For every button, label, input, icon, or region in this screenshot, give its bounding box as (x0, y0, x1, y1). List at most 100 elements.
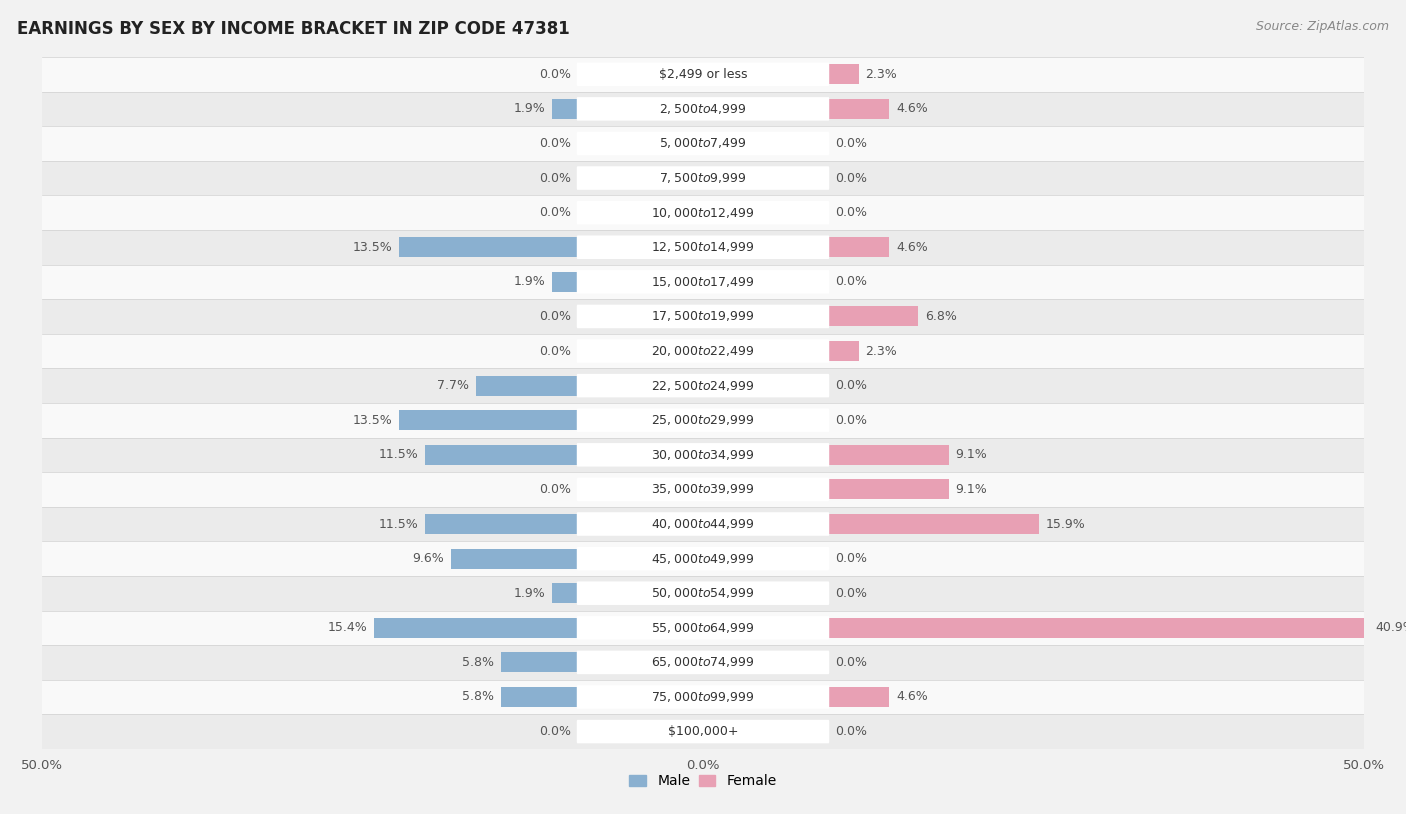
Text: EARNINGS BY SEX BY INCOME BRACKET IN ZIP CODE 47381: EARNINGS BY SEX BY INCOME BRACKET IN ZIP… (17, 20, 569, 38)
Text: 0.0%: 0.0% (538, 172, 571, 185)
Text: 0.0%: 0.0% (835, 275, 868, 288)
FancyBboxPatch shape (576, 616, 830, 640)
Text: 11.5%: 11.5% (380, 518, 419, 531)
Bar (42, 230, 1364, 265)
Text: 40.9%: 40.9% (1375, 621, 1406, 634)
Text: $25,000 to $29,999: $25,000 to $29,999 (651, 414, 755, 427)
Text: $45,000 to $49,999: $45,000 to $49,999 (651, 552, 755, 566)
Bar (828, 306, 918, 326)
FancyBboxPatch shape (576, 685, 830, 709)
FancyBboxPatch shape (576, 235, 830, 259)
Bar (828, 444, 949, 465)
FancyBboxPatch shape (576, 443, 830, 466)
Text: 4.6%: 4.6% (896, 690, 928, 703)
Bar (42, 438, 1364, 472)
Text: $10,000 to $12,499: $10,000 to $12,499 (651, 206, 755, 220)
FancyBboxPatch shape (576, 650, 830, 674)
Text: 4.6%: 4.6% (896, 103, 928, 116)
Bar (42, 610, 1364, 645)
Text: $50,000 to $54,999: $50,000 to $54,999 (651, 586, 755, 600)
Bar (501, 687, 578, 707)
Text: 0.0%: 0.0% (538, 310, 571, 323)
FancyBboxPatch shape (576, 201, 830, 225)
Text: 2.3%: 2.3% (866, 344, 897, 357)
Bar (828, 64, 859, 85)
Bar (475, 375, 578, 396)
FancyBboxPatch shape (576, 63, 830, 86)
Bar (42, 57, 1364, 91)
Text: 0.0%: 0.0% (835, 137, 868, 150)
Bar (828, 341, 859, 361)
Text: 4.6%: 4.6% (896, 241, 928, 254)
FancyBboxPatch shape (576, 374, 830, 397)
Text: $30,000 to $34,999: $30,000 to $34,999 (651, 448, 755, 462)
Bar (42, 368, 1364, 403)
Text: 0.0%: 0.0% (835, 656, 868, 669)
Text: 0.0%: 0.0% (835, 552, 868, 565)
Text: 0.0%: 0.0% (538, 206, 571, 219)
FancyBboxPatch shape (576, 97, 830, 120)
FancyBboxPatch shape (576, 512, 830, 536)
Bar (399, 237, 578, 257)
FancyBboxPatch shape (576, 581, 830, 605)
Bar (42, 541, 1364, 576)
Bar (553, 272, 578, 292)
FancyBboxPatch shape (576, 166, 830, 190)
Bar (426, 444, 578, 465)
Text: 0.0%: 0.0% (835, 172, 868, 185)
Bar (42, 91, 1364, 126)
Text: 0.0%: 0.0% (538, 344, 571, 357)
Bar (828, 479, 949, 500)
Bar (42, 265, 1364, 299)
Text: $55,000 to $64,999: $55,000 to $64,999 (651, 621, 755, 635)
Text: 0.0%: 0.0% (835, 587, 868, 600)
Text: 5.8%: 5.8% (463, 656, 494, 669)
Text: 0.0%: 0.0% (835, 206, 868, 219)
Text: 2.3%: 2.3% (866, 68, 897, 81)
Bar (42, 334, 1364, 368)
Bar (42, 126, 1364, 160)
FancyBboxPatch shape (576, 132, 830, 155)
FancyBboxPatch shape (576, 409, 830, 432)
Text: 1.9%: 1.9% (515, 275, 546, 288)
Bar (42, 506, 1364, 541)
Bar (828, 237, 890, 257)
FancyBboxPatch shape (576, 304, 830, 328)
Bar (828, 618, 1369, 638)
Text: 15.4%: 15.4% (328, 621, 367, 634)
FancyBboxPatch shape (576, 720, 830, 743)
Bar (828, 98, 890, 119)
Bar (828, 514, 1039, 534)
Text: 9.1%: 9.1% (956, 483, 987, 496)
Text: 0.0%: 0.0% (538, 725, 571, 738)
Bar (42, 403, 1364, 438)
Bar (399, 410, 578, 431)
Bar (42, 160, 1364, 195)
FancyBboxPatch shape (576, 478, 830, 501)
Bar (42, 472, 1364, 506)
Text: $12,500 to $14,999: $12,500 to $14,999 (651, 240, 755, 254)
Text: 6.8%: 6.8% (925, 310, 957, 323)
Text: $35,000 to $39,999: $35,000 to $39,999 (651, 483, 755, 497)
Legend: Male, Female: Male, Female (624, 768, 782, 794)
Text: 5.8%: 5.8% (463, 690, 494, 703)
Text: 13.5%: 13.5% (353, 241, 392, 254)
Text: $100,000+: $100,000+ (668, 725, 738, 738)
Text: 0.0%: 0.0% (835, 379, 868, 392)
Bar (42, 645, 1364, 680)
Text: 9.1%: 9.1% (956, 449, 987, 462)
Bar (828, 687, 890, 707)
Text: $7,500 to $9,999: $7,500 to $9,999 (659, 171, 747, 185)
Bar (42, 715, 1364, 749)
Text: 0.0%: 0.0% (538, 68, 571, 81)
Text: 0.0%: 0.0% (538, 137, 571, 150)
Text: 7.7%: 7.7% (437, 379, 470, 392)
Text: $40,000 to $44,999: $40,000 to $44,999 (651, 517, 755, 531)
Bar (42, 195, 1364, 230)
Text: 1.9%: 1.9% (515, 103, 546, 116)
FancyBboxPatch shape (576, 547, 830, 571)
Bar (501, 652, 578, 672)
Bar (553, 583, 578, 603)
Text: 13.5%: 13.5% (353, 414, 392, 427)
Bar (450, 549, 578, 569)
